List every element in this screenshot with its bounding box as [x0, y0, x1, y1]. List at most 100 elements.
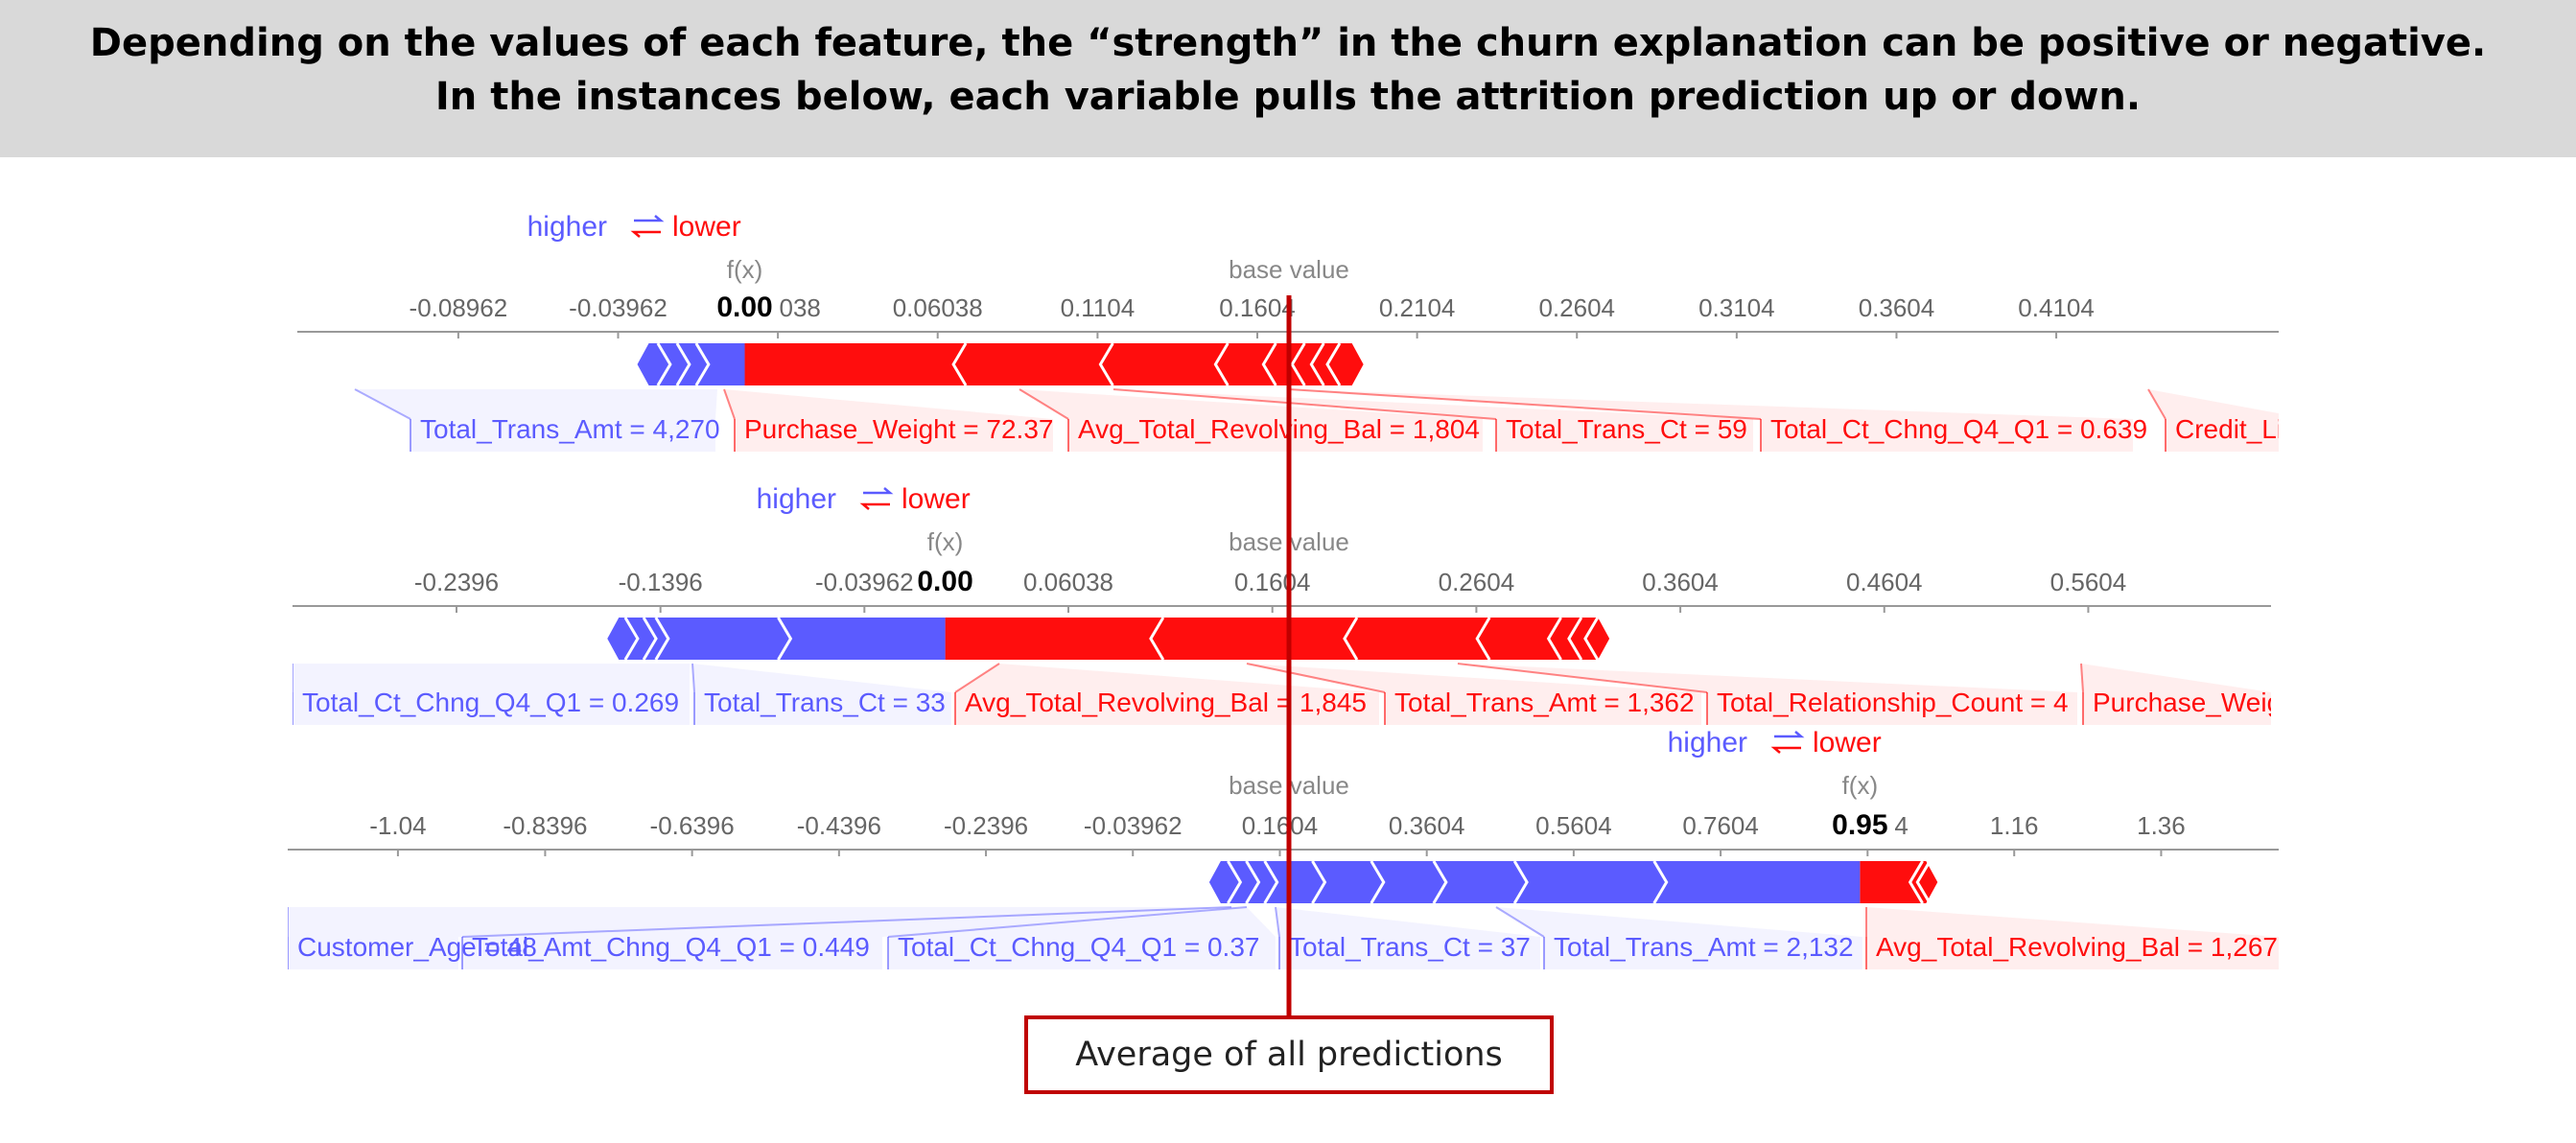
x-tick-label: -0.03962: [815, 568, 914, 596]
legend-lower: lower: [672, 211, 741, 243]
x-tick-label: 0.4604: [1846, 568, 1923, 596]
label-connector: [1288, 388, 1762, 420]
x-tick-label: 0.3104: [1698, 293, 1775, 322]
label-shading: [2081, 664, 2271, 725]
label-connector: [461, 906, 1232, 938]
negative-chevron: [1245, 860, 1261, 904]
x-tick-label: -0.6396: [650, 811, 735, 840]
legend-lower: lower: [1813, 727, 1882, 758]
x-tick-label: -1.04: [369, 811, 426, 840]
label-shading: [692, 664, 951, 725]
fx-value-label: 0.00: [917, 566, 972, 597]
feature-label: Purchase_Weight = 72.37: [744, 414, 1053, 444]
label-shading: [293, 664, 690, 725]
force-plot-3: higher lower -1.04 -0.8396 -0.6396 -0.4396 -0.…: [288, 727, 2279, 969]
feature-label: Total_Trans_Amt = 1,362: [1394, 688, 1695, 717]
negative-bar: [1208, 861, 1861, 903]
label-shading: [955, 664, 1379, 725]
x-tick-label: 0.06038: [1023, 568, 1113, 596]
label-connector: [1112, 388, 1497, 420]
arrow-left-icon: [859, 502, 890, 510]
positive-chevron: [1908, 860, 1924, 904]
feature-labels: Total_Trans_Amt = 4,270 Purchase_Weight =…: [354, 388, 2279, 452]
negative-chevron: [1311, 860, 1327, 904]
x-tick-label: -0.08962: [410, 293, 508, 322]
x-tick-label: 0.7604: [1682, 811, 1759, 840]
positive-bar: [744, 343, 1364, 385]
x-tick-label: -0.2396: [944, 811, 1028, 840]
x-tick-label: -0.2396: [414, 568, 499, 596]
label-shading: [1866, 907, 2279, 969]
negative-chevron: [694, 342, 711, 386]
label-connector: [887, 906, 1248, 938]
label-connector: [1495, 906, 1545, 938]
negative-chevron: [1263, 860, 1279, 904]
positive-chevron: [1915, 860, 1932, 904]
negative-chevron: [675, 342, 691, 386]
positive-chevron: [1567, 617, 1583, 661]
legend-higher: higher: [527, 211, 607, 243]
label-shading: [724, 389, 1053, 452]
negative-chevron: [1370, 860, 1386, 904]
x-tick-label-partial: 4: [1894, 811, 1908, 840]
legend-arrows-icon: [1770, 731, 1805, 754]
x-tick-label: -0.4396: [797, 811, 881, 840]
label-shading: [2148, 389, 2279, 452]
x-tick-label: 0.2104: [1379, 293, 1456, 322]
negative-chevron: [1512, 860, 1529, 904]
negative-chevron: [656, 342, 672, 386]
feature-label: Avg_Total_Revolving_Bal = 1,845: [965, 688, 1367, 717]
feature-label: Total_Trans_Amt = 2,132: [1554, 932, 1854, 962]
x-tick-label: -0.1396: [619, 568, 703, 596]
negative-chevron: [623, 617, 640, 661]
label-connector: [1246, 663, 1386, 693]
fx-label: f(x): [727, 255, 763, 284]
label-shading: [355, 389, 717, 452]
label-connector: [723, 388, 736, 420]
feature-label: Total_Trans_Ct = 33: [704, 688, 946, 717]
base-value-label: base value: [1229, 255, 1349, 284]
positive-chevron: [1325, 342, 1342, 386]
x-tick-label: 0.3604: [1642, 568, 1719, 596]
arrow-left-icon: [1770, 746, 1801, 754]
fx-label: f(x): [927, 527, 964, 556]
positive-chevron: [951, 342, 968, 386]
negative-bar: [607, 618, 946, 660]
arrow-right-icon: [634, 215, 665, 222]
negative-chevron: [1432, 860, 1448, 904]
label-connector: [1019, 388, 1069, 420]
positive-chevron: [1290, 342, 1306, 386]
feature-label: Customer_Age = 48: [297, 932, 537, 962]
header-line-2: In the instances below, each variable pu…: [434, 75, 2142, 119]
x-tick-label: 0.2604: [1538, 293, 1615, 322]
positive-bar: [945, 618, 1610, 660]
label-shading: [462, 907, 1231, 969]
feature-label: Total_Ct_Chng_Q4_Q1 = 0.269: [302, 688, 679, 717]
header-banner: Depending on the values of each feature,…: [0, 0, 2576, 157]
positive-chevron: [1343, 617, 1359, 661]
feature-label: Total_Relationship_Count = 4: [1717, 688, 2069, 717]
legend-higher: higher: [1668, 727, 1747, 758]
feature-label: Purchase_Weight = 58.1: [2093, 688, 2387, 717]
x-tick-label: 1.36: [2137, 811, 2186, 840]
callout-label: Average of all predictions: [1075, 1036, 1503, 1074]
x-tick-label: 0.5604: [1535, 811, 1612, 840]
legend-arrows-icon: [859, 487, 894, 510]
arrow-left-icon: [630, 230, 661, 238]
label-shading: [1289, 389, 2133, 452]
average-predictions-callout: Average of all predictions: [1024, 1015, 1554, 1094]
positive-chevron: [1583, 617, 1600, 661]
label-shading: [1019, 389, 1483, 452]
x-tick-label: 0.2604: [1439, 568, 1515, 596]
label-shading: [1113, 389, 1753, 452]
feature-label: Total_Ct_Chng_Q4_Q1 = 0.639: [1770, 414, 2147, 444]
positive-chevron: [1213, 342, 1229, 386]
positive-chevron: [1475, 617, 1491, 661]
legend-lower: lower: [902, 483, 971, 515]
negative-chevron: [654, 617, 670, 661]
positive-bar: [1860, 861, 1938, 903]
label-connector: [954, 663, 1000, 693]
negative-chevron: [1227, 860, 1243, 904]
x-tick-label: 0.4104: [2018, 293, 2095, 322]
feature-label: Total_Trans_Ct = 37: [1289, 932, 1531, 962]
